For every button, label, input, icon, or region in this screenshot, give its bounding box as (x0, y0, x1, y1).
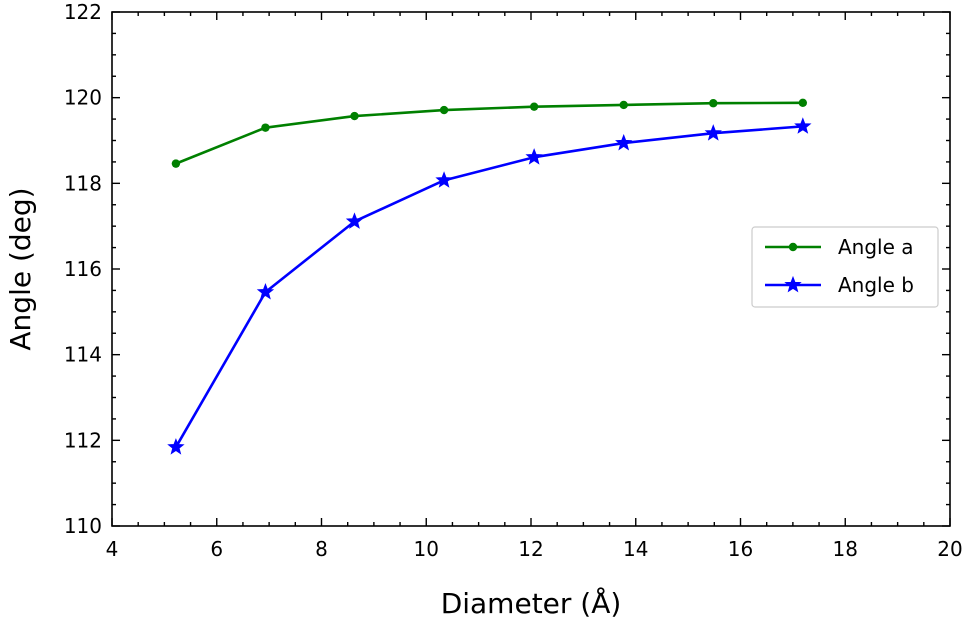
x-tick-label: 18 (833, 537, 858, 561)
data-point (345, 212, 364, 229)
x-tick-label: 14 (623, 537, 648, 561)
x-tick-label: 4 (106, 537, 119, 561)
y-tick-label: 112 (64, 428, 102, 452)
legend-label: Angle b (838, 273, 914, 297)
data-point (615, 133, 633, 151)
series-layer (167, 98, 812, 455)
data-point (171, 159, 181, 168)
data-point (798, 98, 808, 108)
data-point (261, 123, 270, 132)
x-axis-label: Diameter (Å) (441, 586, 622, 620)
legend-marker (788, 242, 798, 252)
y-tick-label: 118 (64, 171, 102, 195)
series-2 (167, 117, 812, 455)
x-tick-label: 12 (518, 537, 543, 561)
legend-entry: Angle b (765, 273, 914, 297)
x-tick-label: 8 (315, 537, 328, 561)
y-tick-label: 116 (64, 257, 102, 281)
y-tick-label: 114 (64, 343, 102, 367)
y-tick-label: 110 (64, 514, 102, 538)
axis-tick-labels: 4 6 8 10 12 14 16 18 20 110 112 114 116 118 120 122 (64, 0, 963, 561)
x-tick-label: 10 (414, 537, 439, 561)
legend: Angle a Angle b (751, 226, 939, 308)
data-point (435, 171, 453, 188)
legend-entry: Angle a (765, 235, 914, 259)
series-line (175, 101, 803, 165)
data-point (525, 148, 543, 165)
y-tick-label: 120 (64, 86, 102, 110)
series-line (174, 125, 803, 448)
axis-ticks (111, 11, 951, 527)
y-axis-label: Angle (deg) (4, 187, 37, 350)
data-point (529, 102, 539, 111)
data-point (794, 117, 812, 134)
legend-label: Angle a (838, 235, 914, 259)
series-1 (171, 98, 808, 168)
x-tick-label: 16 (728, 537, 753, 561)
y-tick-label: 122 (64, 0, 102, 24)
x-tick-label: 20 (937, 537, 962, 561)
data-point (704, 124, 722, 141)
data-point (619, 100, 628, 110)
legend-marker (784, 275, 802, 293)
data-point (709, 99, 718, 108)
data-point (256, 283, 275, 300)
data-point (167, 438, 185, 455)
x-tick-label: 6 (210, 537, 223, 561)
data-point (439, 105, 449, 115)
data-point (350, 111, 359, 121)
